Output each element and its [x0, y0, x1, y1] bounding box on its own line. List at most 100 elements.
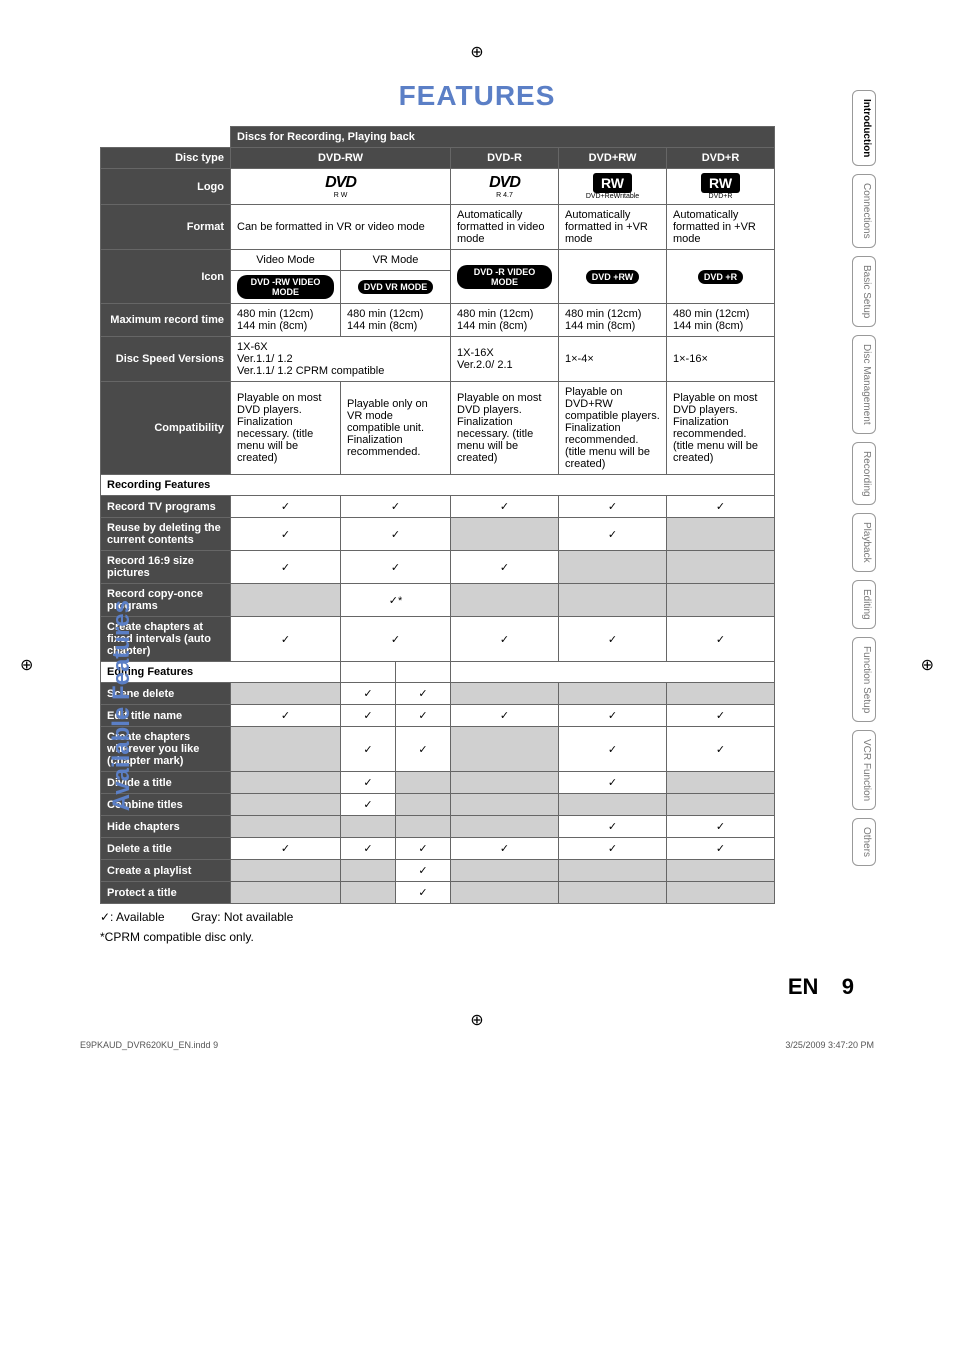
- sub-header: Playlist: [341, 662, 396, 683]
- cell: ✓*: [341, 584, 451, 617]
- cell: [231, 816, 341, 838]
- side-tab[interactable]: Others: [852, 818, 876, 866]
- cell: ✓: [559, 727, 667, 772]
- cell: 480 min (12cm) 144 min (8cm): [667, 304, 775, 337]
- side-tab[interactable]: Disc Management: [852, 335, 876, 434]
- cell: ✓: [396, 860, 451, 882]
- cell: [451, 518, 559, 551]
- cell: ✓: [341, 683, 396, 705]
- cell: [231, 860, 341, 882]
- cell: ✓: [341, 617, 451, 662]
- row-header: Compatibility: [101, 382, 231, 475]
- row-header: Delete a title: [101, 838, 231, 860]
- cell: [559, 860, 667, 882]
- cell: ✓: [341, 496, 451, 518]
- row-header: Icon: [101, 250, 231, 304]
- cell: 1×-4×: [559, 337, 667, 382]
- cell: VR Mode: [341, 250, 451, 271]
- registration-mark-icon: ⊕: [470, 42, 483, 62]
- row-header: Hide chapters: [101, 816, 231, 838]
- table-row: Record 16:9 size pictures✓✓✓: [101, 551, 775, 584]
- cell: [667, 882, 775, 904]
- side-tabs: Introduction Connections Basic Setup Disc M…: [852, 90, 876, 866]
- cell: [451, 860, 559, 882]
- side-tab[interactable]: Connections: [852, 174, 876, 248]
- registration-mark-icon: ⊕: [921, 655, 934, 675]
- cell: [667, 772, 775, 794]
- cell: DVD -R VIDEO MODE: [451, 250, 559, 304]
- table-row: Create chapters at fixed intervals (auto…: [101, 617, 775, 662]
- cell: [559, 794, 667, 816]
- col-header: DVD-RW: [231, 148, 451, 169]
- cell: DVD +RW: [559, 250, 667, 304]
- cell: Automatically formatted in +VR mode: [559, 205, 667, 250]
- table-row: Record TV programs✓✓✓✓✓: [101, 496, 775, 518]
- lang-label: EN: [788, 974, 819, 999]
- cell: ✓: [231, 617, 341, 662]
- cell: Automatically formatted in +VR mode: [667, 205, 775, 250]
- cell: [341, 860, 396, 882]
- row-header: Disc Speed Versions: [101, 337, 231, 382]
- cell: 1X-16X Ver.2.0/ 2.1: [451, 337, 559, 382]
- cell: ✓: [451, 551, 559, 584]
- side-tab[interactable]: Introduction: [852, 90, 876, 166]
- col-header: DVD+R: [667, 148, 775, 169]
- page-title: FEATURES: [70, 80, 884, 112]
- cell: [667, 551, 775, 584]
- available-features-label: Available Features: [108, 600, 136, 811]
- cell: DVD +R: [667, 250, 775, 304]
- table-row: Format Can be formatted in VR or video m…: [101, 205, 775, 250]
- footnote: ✓: Available Gray: Not available: [100, 910, 884, 924]
- side-tab[interactable]: Editing: [852, 580, 876, 629]
- side-tab[interactable]: Playback: [852, 513, 876, 572]
- table-row: Create a playlist ✓: [101, 860, 775, 882]
- cell: [396, 816, 451, 838]
- row-header: Create a playlist: [101, 860, 231, 882]
- dvd-icon: DVD +R: [698, 270, 743, 284]
- logo-cell: RWDVD+ReWritable: [559, 169, 667, 205]
- cell: ✓: [341, 551, 451, 584]
- cell: ✓: [451, 838, 559, 860]
- cell: [231, 772, 341, 794]
- table-row: Create chapters wherever you like (chapt…: [101, 727, 775, 772]
- cell: Playable on most DVD players. Finalizati…: [231, 382, 341, 475]
- cell: [451, 772, 559, 794]
- cell: [667, 683, 775, 705]
- table-row: Compatibility Playable on most DVD playe…: [101, 382, 775, 475]
- cell: ✓: [667, 816, 775, 838]
- cell: [451, 882, 559, 904]
- table-row: Disc Speed Versions 1X-6X Ver.1.1/ 1.2 V…: [101, 337, 775, 382]
- cell: [451, 727, 559, 772]
- cell: ✓: [396, 705, 451, 727]
- page-number: 9: [842, 974, 854, 999]
- cell: Automatically formatted in video mode: [451, 205, 559, 250]
- cell: ✓: [451, 617, 559, 662]
- side-tab[interactable]: Basic Setup: [852, 256, 876, 327]
- cell: Playable only on VR mode compatible unit…: [341, 382, 451, 475]
- table-row: Divide a title✓✓: [101, 772, 775, 794]
- cell: ✓: [341, 727, 396, 772]
- footnote: *CPRM compatible disc only.: [100, 930, 884, 944]
- cell: [341, 882, 396, 904]
- col-header: DVD-R: [451, 148, 559, 169]
- row-header: Maximum record time: [101, 304, 231, 337]
- dvd-icon: DVD +RW: [586, 270, 640, 284]
- side-tab[interactable]: Function Setup: [852, 637, 876, 722]
- cell: ✓: [667, 705, 775, 727]
- table-row: Logo DVDR W DVDR 4.7 RWDVD+ReWritable RW…: [101, 169, 775, 205]
- cell: ✓: [396, 882, 451, 904]
- cell: [231, 584, 341, 617]
- cell: [451, 584, 559, 617]
- cell: [667, 860, 775, 882]
- row-header: Record 16:9 size pictures: [101, 551, 231, 584]
- cell: ✓: [559, 705, 667, 727]
- cell: 480 min (12cm) 144 min (8cm): [559, 304, 667, 337]
- cell: ✓: [667, 838, 775, 860]
- side-tab[interactable]: VCR Function: [852, 730, 876, 810]
- row-header: Record TV programs: [101, 496, 231, 518]
- cell: ✓: [667, 727, 775, 772]
- side-tab[interactable]: Recording: [852, 442, 876, 506]
- table-header: Discs for Recording, Playing back: [231, 127, 775, 148]
- cell: [451, 683, 559, 705]
- cell: [396, 794, 451, 816]
